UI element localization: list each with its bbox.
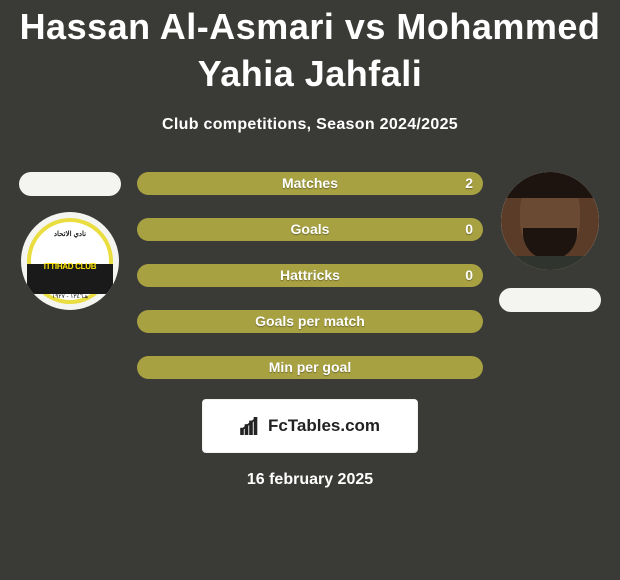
photo-shirt	[501, 256, 599, 270]
bar-goals-right-value: 0	[465, 221, 473, 237]
crest-text-top: نادي الاتحاد	[21, 230, 119, 238]
brand-text: FcTables.com	[268, 416, 380, 436]
bar-goals-per-match: Goals per match	[137, 310, 483, 333]
bar-goals-per-match-label: Goals per match	[255, 313, 365, 329]
player-right-avatar	[501, 172, 599, 270]
bar-hattricks: Hattricks 0	[137, 264, 483, 287]
crest-text-year: هـ١٣٤٦ - ١٩٢٧	[21, 293, 119, 300]
bar-goals: Goals 0	[137, 218, 483, 241]
page-title: Hassan Al-Asmari vs Mohammed Yahia Jahfa…	[10, 4, 610, 98]
bar-hattricks-right-value: 0	[465, 267, 473, 283]
bar-matches-label: Matches	[282, 175, 338, 191]
player-right-name-pill	[499, 288, 601, 312]
bar-min-per-goal-label: Min per goal	[269, 359, 351, 375]
date-line: 16 february 2025	[247, 471, 373, 489]
bar-matches-right-value: 2	[465, 175, 473, 191]
player-left-avatar: نادي الاتحاد ITTIHAD CLUB هـ١٣٤٦ - ١٩٢٧	[21, 212, 119, 310]
stat-bars: Matches 2 Goals 0 Hattricks 0 Goals per …	[137, 172, 483, 379]
stats-area: نادي الاتحاد ITTIHAD CLUB هـ١٣٤٦ - ١٩٢٧ …	[10, 172, 610, 379]
bar-hattricks-label: Hattricks	[280, 267, 340, 283]
bar-matches: Matches 2	[137, 172, 483, 195]
brand-chart-icon	[240, 417, 262, 435]
player-left-name-pill	[19, 172, 121, 196]
player-right-column	[495, 172, 605, 312]
subtitle: Club competitions, Season 2024/2025	[162, 116, 458, 134]
crest-text-mid: ITTIHAD CLUB	[21, 262, 119, 271]
photo-hair	[501, 172, 599, 198]
player-left-column: نادي الاتحاد ITTIHAD CLUB هـ١٣٤٦ - ١٩٢٧	[15, 172, 125, 310]
bar-goals-label: Goals	[291, 221, 330, 237]
brand-box[interactable]: FcTables.com	[202, 399, 418, 453]
bar-min-per-goal: Min per goal	[137, 356, 483, 379]
